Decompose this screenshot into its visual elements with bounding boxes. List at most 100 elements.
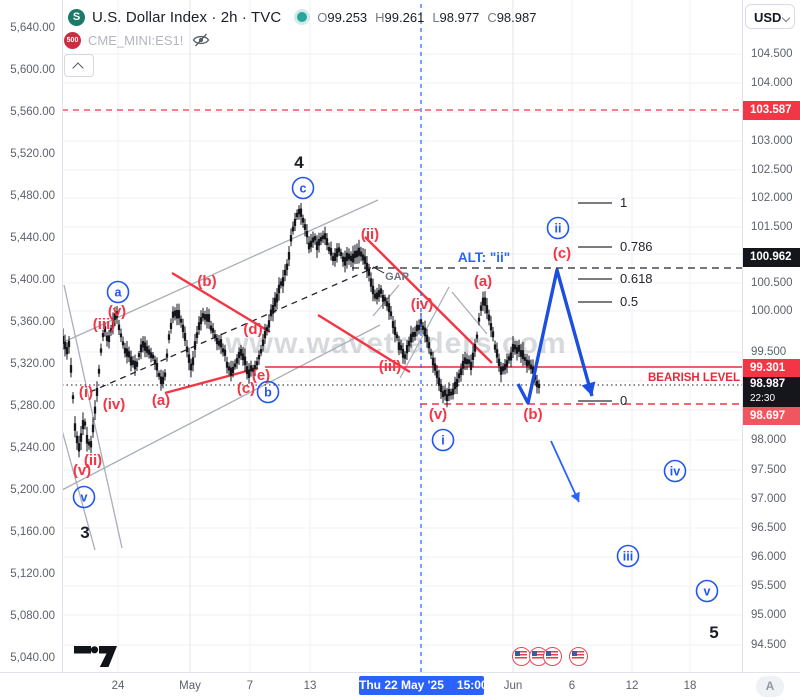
left-axis-price-label: 5,040.00 bbox=[10, 652, 55, 664]
right-axis-price-label: 100.500 bbox=[751, 277, 793, 289]
wave-label-red[interactable]: (a) bbox=[474, 273, 492, 290]
wave-label-black[interactable]: 5 bbox=[709, 623, 718, 642]
fib-label: 0.5 bbox=[620, 294, 638, 309]
wave-labels-red[interactable]: (iii)(v)(b)(d)(i)(iv) (a)(c)(e)(ii)(v)(ii… bbox=[73, 226, 571, 479]
eye-off-icon[interactable] bbox=[192, 33, 210, 47]
crosshair-time: 15:00 bbox=[456, 678, 488, 692]
time-axis-label: 12 bbox=[625, 680, 639, 692]
right-axis-price-label: 100.000 bbox=[751, 305, 793, 317]
wave-label-blue[interactable]: b bbox=[264, 386, 272, 400]
wave-label-red[interactable]: (d) bbox=[243, 321, 262, 338]
alt-count-label[interactable]: ALT: "ii" bbox=[458, 250, 510, 265]
wave-label-red[interactable]: (v) bbox=[108, 303, 126, 320]
left-axis-price-label: 5,280.00 bbox=[10, 400, 55, 412]
right-axis-price-label: 98.000 bbox=[751, 434, 787, 446]
right-axis-price-label: 102.500 bbox=[751, 164, 793, 176]
right-axis-price-label: 103.000 bbox=[751, 135, 793, 147]
time-axis-label: May bbox=[179, 680, 201, 692]
left-price-axis[interactable]: 5,640.00 5,600.00 5,560.00 5,520.00 5,480.00… bbox=[0, 0, 63, 672]
wave-labels-black[interactable]: 4 3 5 bbox=[80, 153, 718, 642]
chevron-down-icon bbox=[781, 13, 791, 23]
wave-label-red[interactable]: (e) bbox=[252, 367, 270, 384]
time-axis-label: 18 bbox=[683, 680, 697, 692]
flag-canton bbox=[531, 651, 537, 656]
ohlc-c: C98.987 bbox=[487, 9, 537, 25]
wave-label-red[interactable]: (iv) bbox=[411, 296, 434, 313]
wave-label-red[interactable]: (b) bbox=[523, 406, 542, 423]
wave-label-blue[interactable]: v bbox=[81, 491, 88, 505]
projection-arrow-small[interactable] bbox=[550, 440, 580, 503]
left-axis-price-label: 5,320.00 bbox=[10, 358, 55, 370]
wave-label-red[interactable]: (a) bbox=[152, 392, 170, 409]
wave-label-red[interactable]: (iii) bbox=[93, 316, 116, 333]
fib-label: 1 bbox=[620, 195, 627, 210]
price-tag: 98.697 bbox=[743, 407, 800, 425]
wave-label-red[interactable]: (b) bbox=[197, 273, 216, 290]
us-flag-event-icon[interactable] bbox=[511, 647, 531, 666]
fib-label: 0 bbox=[620, 393, 627, 408]
wave-label-red[interactable]: (v) bbox=[429, 406, 447, 423]
wave-label-blue[interactable]: iii bbox=[623, 550, 633, 564]
left-axis-price-label: 5,240.00 bbox=[10, 442, 55, 454]
tradingview-logo[interactable] bbox=[73, 642, 121, 670]
ohlc-h: H99.261 bbox=[375, 9, 425, 25]
collapse-legend-button[interactable] bbox=[64, 54, 94, 77]
wave-label-blue[interactable]: i bbox=[441, 434, 444, 448]
ohlc-l: L98.977 bbox=[432, 9, 480, 25]
red-trend-lines[interactable] bbox=[164, 236, 493, 395]
time-axis-label: 13 bbox=[303, 680, 317, 692]
left-axis-price-label: 5,160.00 bbox=[10, 526, 55, 538]
left-axis-price-label: 5,120.00 bbox=[10, 568, 55, 580]
price-tag: 99.301 bbox=[743, 358, 800, 378]
wave-label-blue[interactable]: c bbox=[300, 182, 307, 196]
wave-label-red[interactable]: (ii) bbox=[84, 452, 102, 469]
currency-button[interactable]: USD bbox=[745, 4, 795, 29]
symbol-legend-row[interactable]: S U.S. Dollar Index · 2h · TVC O99.253 H9… bbox=[68, 6, 544, 28]
us-flag-event-icon[interactable] bbox=[568, 647, 588, 666]
left-axis-price-label: 5,480.00 bbox=[10, 190, 55, 202]
wave-label-red[interactable]: (c) bbox=[553, 245, 571, 262]
price-levels[interactable] bbox=[62, 109, 742, 405]
left-axis-price-label: 5,640.00 bbox=[10, 22, 55, 34]
left-axis-price-label: 5,440.00 bbox=[10, 232, 55, 244]
wave-label-blue[interactable]: iv bbox=[670, 465, 680, 479]
symbol-logo: S bbox=[68, 8, 85, 26]
compare-symbol-row[interactable]: 500 CME_MINI:ES1! bbox=[64, 31, 210, 49]
left-axis-price-label: 5,400.00 bbox=[10, 274, 55, 286]
us-flag-event-icon[interactable] bbox=[542, 647, 562, 666]
left-axis-price-label: 5,600.00 bbox=[10, 64, 55, 76]
right-axis-price-label: 94.500 bbox=[751, 639, 787, 651]
gap-annotation[interactable]: GAP bbox=[372, 266, 409, 283]
gray-trend-lines[interactable] bbox=[56, 199, 488, 551]
wave-label-blue[interactable]: ii bbox=[555, 222, 562, 236]
wave-label-black[interactable]: 4 bbox=[294, 153, 304, 172]
auto-scale-button[interactable]: A bbox=[756, 676, 784, 697]
us-flag-event-icon[interactable] bbox=[528, 647, 548, 666]
projection-arrow-main[interactable] bbox=[516, 268, 596, 405]
time-axis[interactable]: Thu 22 May '25 15:00 24 May 7 13 Jun 6 12 18 bbox=[0, 672, 800, 700]
wave-label-red[interactable]: (i) bbox=[79, 384, 93, 401]
wave-label-red[interactable]: (iii) bbox=[379, 358, 402, 375]
fib-levels[interactable]: 1 0.786 0.618 0.5 0 bbox=[578, 195, 653, 408]
wave-label-red[interactable]: (c) bbox=[237, 380, 255, 397]
bearish-level-label[interactable]: BEARISH LEVEL bbox=[648, 372, 740, 384]
wave-label-blue[interactable]: v bbox=[704, 585, 711, 599]
right-axis-price-label: 99.500 bbox=[751, 346, 787, 358]
flag-stripes bbox=[531, 651, 544, 660]
market-status-icon[interactable] bbox=[297, 12, 308, 22]
chevron-up-icon bbox=[72, 62, 84, 74]
right-axis-price-label: 101.500 bbox=[751, 221, 793, 233]
wave-label-blue[interactable]: a bbox=[115, 286, 123, 300]
wave-label-red[interactable]: (iv) bbox=[103, 396, 126, 413]
wave-label-red[interactable]: (ii) bbox=[361, 226, 379, 243]
grid-lines bbox=[62, 0, 742, 672]
left-axis-price-label: 5,520.00 bbox=[10, 148, 55, 160]
right-price-axis[interactable]: 104.500 104.000 103.000 102.500 102.000 101.5… bbox=[742, 0, 800, 672]
wave-label-black[interactable]: 3 bbox=[80, 523, 89, 542]
wave-label-red[interactable]: (v) bbox=[73, 462, 91, 479]
right-axis-price-label: 102.000 bbox=[751, 192, 793, 204]
left-axis-price-label: 5,560.00 bbox=[10, 106, 55, 118]
